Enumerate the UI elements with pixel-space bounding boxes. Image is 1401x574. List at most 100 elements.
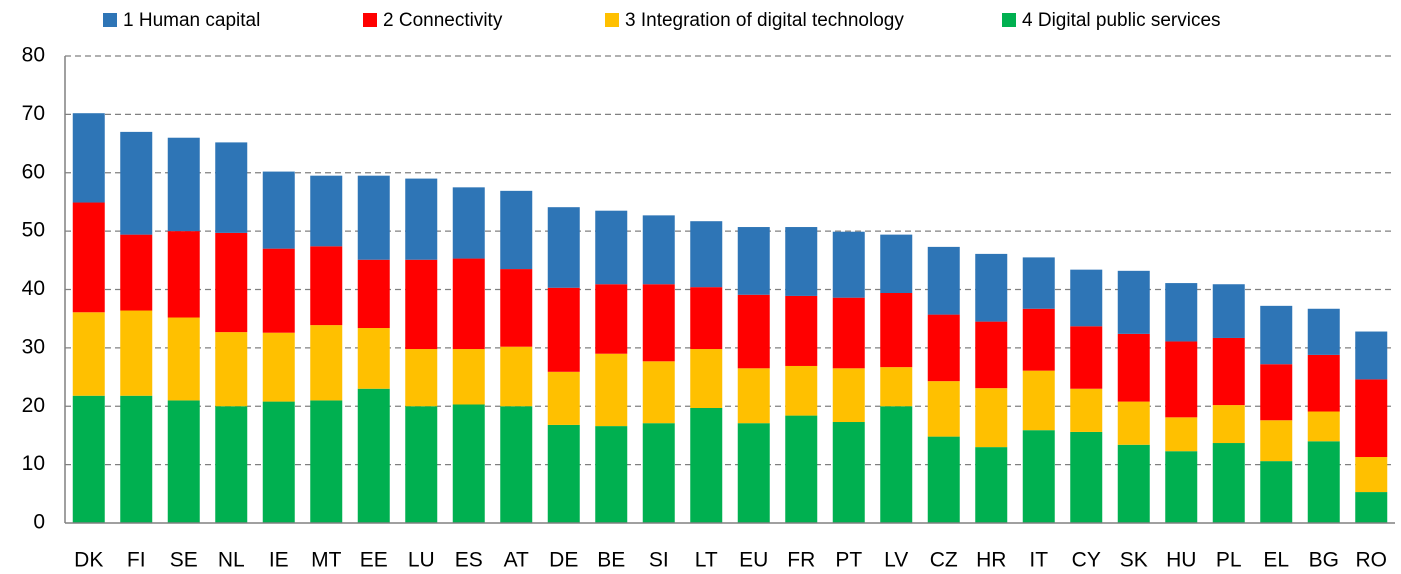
bar-segment xyxy=(785,227,818,296)
bar-segment xyxy=(880,406,913,523)
bar-segment xyxy=(547,207,580,288)
bar-segment xyxy=(880,234,913,294)
x-tick-label: BG xyxy=(1309,549,1339,572)
bar-segment xyxy=(310,246,343,326)
bar-segment xyxy=(1022,430,1055,523)
bar-segment xyxy=(1212,284,1245,338)
bar-segment xyxy=(737,368,770,424)
bar-segment xyxy=(500,406,533,523)
bar-segment xyxy=(1165,283,1198,342)
bar-segment xyxy=(310,325,343,401)
bar-segment xyxy=(1165,341,1198,418)
bar-segment xyxy=(72,395,105,523)
bar-segment xyxy=(357,328,390,389)
bar-segment xyxy=(975,321,1008,389)
bar-segment xyxy=(880,293,913,368)
bar-segment xyxy=(832,422,865,523)
bar-segment xyxy=(1307,441,1340,523)
bar-segment xyxy=(642,215,675,285)
bar-segment xyxy=(595,426,628,523)
y-tick-label: 70 xyxy=(22,102,45,125)
bar-segment xyxy=(1022,308,1055,371)
bar-segment xyxy=(1212,443,1245,523)
bar-segment xyxy=(405,178,438,260)
y-tick-label: 50 xyxy=(22,219,45,242)
bar-segment xyxy=(785,365,818,416)
bar-segment xyxy=(1117,444,1150,523)
bar-segment xyxy=(642,361,675,424)
bar-segment xyxy=(975,388,1008,448)
legend-swatch xyxy=(103,13,117,27)
bar-segment xyxy=(880,367,913,407)
y-tick-label: 20 xyxy=(22,394,45,417)
x-tick-label: IE xyxy=(269,549,289,572)
x-tick-label: LU xyxy=(408,549,435,572)
bar-segment xyxy=(1165,417,1198,452)
bar-segment xyxy=(1260,420,1293,462)
bar-segment xyxy=(785,295,818,366)
bar-segment xyxy=(1070,269,1103,327)
bar-segment xyxy=(72,113,105,203)
legend-label: 4 Digital public services xyxy=(1022,10,1221,31)
bar-segment xyxy=(215,332,248,407)
bar-segment xyxy=(262,171,295,249)
bar-segment xyxy=(547,371,580,425)
bar-segment xyxy=(595,353,628,427)
bar-segment xyxy=(690,287,723,350)
x-tick-label: LV xyxy=(884,549,908,572)
x-tick-label: RO xyxy=(1356,549,1388,572)
bar-segment xyxy=(1070,326,1103,389)
x-tick-label: PT xyxy=(835,549,862,572)
bar-segment xyxy=(832,297,865,369)
bar-segment xyxy=(737,423,770,523)
bar-segment xyxy=(595,284,628,354)
y-tick-label: 10 xyxy=(22,452,45,475)
legend-swatch xyxy=(363,13,377,27)
bar-segment xyxy=(1355,457,1388,493)
x-tick-label: HU xyxy=(1166,549,1196,572)
bar-segment xyxy=(927,381,960,437)
bar-segment xyxy=(737,294,770,369)
bar-segment xyxy=(975,447,1008,523)
x-tick-label: HR xyxy=(976,549,1006,572)
bar-segment xyxy=(167,137,200,232)
bar-segment xyxy=(215,406,248,523)
x-tick-label: DE xyxy=(549,549,578,572)
bar-segment xyxy=(262,332,295,402)
bar-segment xyxy=(72,312,105,396)
bar-segment xyxy=(405,406,438,523)
bar-segment xyxy=(690,221,723,288)
x-tick-label: EU xyxy=(739,549,768,572)
bar-segment xyxy=(72,202,105,313)
bar-segment xyxy=(1355,331,1388,380)
bar-segment xyxy=(1022,370,1055,431)
x-tick-label: IT xyxy=(1029,549,1048,572)
legend-swatch xyxy=(605,13,619,27)
bar-segment xyxy=(1022,257,1055,309)
bar-segment xyxy=(927,314,960,382)
bar-segment xyxy=(642,284,675,362)
x-tick-label: CZ xyxy=(930,549,958,572)
bar-segment xyxy=(452,404,485,523)
x-tick-label: AT xyxy=(504,549,529,572)
x-tick-label: ES xyxy=(455,549,483,572)
bar-segment xyxy=(832,231,865,298)
bar-segment xyxy=(1212,405,1245,444)
x-tick-label: MT xyxy=(311,549,341,572)
bar-segment xyxy=(120,395,153,523)
x-tick-label: SI xyxy=(649,549,669,572)
bar-segment xyxy=(452,258,485,350)
bar-segment xyxy=(500,190,533,270)
bar-segment xyxy=(167,317,200,401)
legend-label: 3 Integration of digital technology xyxy=(625,10,904,31)
bar-segment xyxy=(262,248,295,333)
x-tick-label: FI xyxy=(127,549,146,572)
x-tick-label: LT xyxy=(695,549,718,572)
bar-segment xyxy=(1117,270,1150,334)
y-tick-label: 80 xyxy=(22,44,45,67)
y-tick-label: 60 xyxy=(22,160,45,183)
bar-segment xyxy=(547,287,580,372)
bar-segment xyxy=(452,187,485,259)
x-tick-label: SK xyxy=(1120,549,1148,572)
bar-segment xyxy=(1212,337,1245,406)
